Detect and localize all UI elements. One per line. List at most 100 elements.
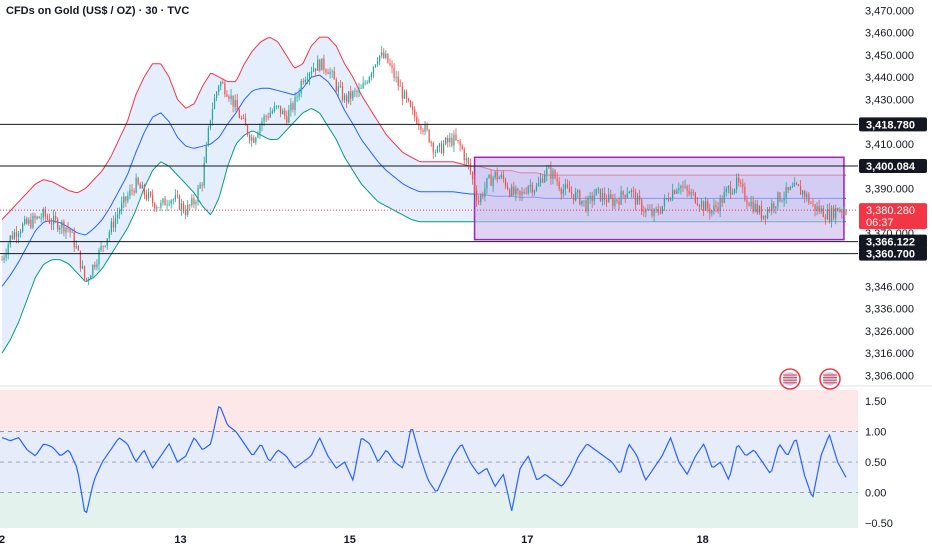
candle-body [321,58,323,71]
candle-body [824,217,826,220]
candle-body [636,195,639,205]
candle-body [799,186,802,195]
candle-body [502,174,505,180]
candle-body [570,192,573,195]
candle-body [284,110,286,116]
candle-body [379,55,381,62]
candle-body [391,65,393,68]
candle-body [114,218,117,228]
candle-body [57,219,59,230]
candle-body [24,218,26,225]
candle-body [302,81,304,83]
candle-body [397,76,399,86]
y-tick-label: 3,370.000 [865,228,914,240]
candle-body [308,73,311,79]
candle-body [797,184,800,187]
osc-overbought-zone [0,390,858,432]
candle-body [519,190,521,195]
candle-body [775,206,777,209]
candle-body [731,192,734,195]
candle-body [523,191,525,193]
price-level-label: 3,366.122 [866,237,915,249]
candle-body [711,210,713,214]
y-tick-label: 3,430.000 [865,94,914,106]
candle-body [486,177,488,189]
candle-body [294,96,296,110]
candle-body [92,264,94,276]
candle-body [100,245,102,251]
flag-icon-fill [783,372,797,386]
candle-body [137,177,139,185]
candle-body [476,190,478,201]
candle-body [634,191,637,205]
candle-body [506,186,509,190]
candle-body [449,137,451,143]
price-level-tag [859,246,927,261]
candle-body [372,66,375,74]
candle-body [65,227,67,233]
candle-body [59,227,61,230]
candle-body [160,202,162,208]
candle-body [323,58,325,70]
candle-body [572,194,575,201]
candle-body [149,192,152,196]
candle-body [583,200,585,202]
candle-body [306,78,309,80]
candle-body [810,202,812,204]
candle-body [513,186,515,195]
candle-body [90,275,92,279]
candle-body [610,194,612,198]
candle-body [473,179,476,191]
y-tick-label: 3,450.000 [865,50,914,62]
candle-body [445,137,447,145]
candle-body [127,195,129,201]
candle-body [133,190,135,193]
candle-body [783,197,785,201]
candle-body [820,208,822,212]
oscillator-line [1,406,847,514]
candle-body [211,108,214,121]
candle-body [228,96,230,99]
candle-body [236,100,238,111]
candle-body [626,193,628,198]
candle-body [61,221,63,228]
y-tick-label: 3,410.000 [865,139,914,151]
candle-body [339,86,342,87]
candle-body [189,204,191,206]
candle-body [85,278,88,280]
candle-body [409,100,412,107]
candle-body [641,199,643,212]
candle-body [793,182,796,187]
candle-body [587,198,589,212]
candle-body [717,207,719,212]
candle-body [71,232,73,233]
candle-body [197,188,199,203]
candle-body [350,91,352,99]
price-level-tag [859,234,927,249]
candle-body [288,110,290,123]
candle-body [562,189,564,194]
candle-body [112,221,115,228]
candle-body [170,200,172,204]
candle-body [116,214,119,219]
candle-body [665,198,668,199]
candle-body [581,200,583,205]
candle-body [3,257,5,260]
candle-body [589,195,591,199]
candle-body [482,194,484,197]
candle-body [713,205,715,211]
flag-icon-fill [823,372,837,386]
candle-body [168,203,170,205]
candle-body [696,202,699,206]
candle-body [688,190,690,195]
candle-body [195,202,197,205]
candle-body [480,194,482,203]
candle-body [521,191,523,195]
candle-body [147,192,150,199]
candle-body [738,177,740,183]
candle-body [269,112,271,118]
candle-body [556,178,558,182]
candle-body [816,206,818,211]
